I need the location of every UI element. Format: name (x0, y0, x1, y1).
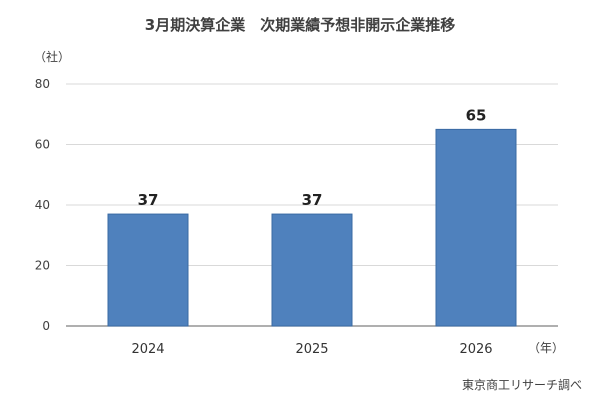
y-tick-label: 80 (35, 77, 50, 91)
data-label: 37 (302, 191, 323, 209)
data-labels: 37 37 65 (138, 106, 487, 209)
source-note: 東京商工リサーチ調べ (462, 378, 583, 392)
x-tick-label: 2026 (459, 342, 492, 357)
bars (107, 128, 517, 327)
y-tick-label: 20 (35, 259, 50, 273)
bar (107, 213, 189, 327)
chart-title: 3月期決算企業 次期業績予想非開示企業推移 (144, 16, 456, 34)
x-axis-categories: 2024 2025 2026 (131, 342, 492, 357)
y-axis-ticks: 0 20 40 60 80 (35, 77, 50, 333)
bar (271, 213, 353, 327)
bar (435, 128, 517, 327)
y-axis-unit: （社） (34, 50, 71, 64)
data-label: 65 (466, 106, 487, 124)
y-tick-label: 0 (42, 319, 50, 333)
x-axis-unit: （年） (528, 341, 565, 355)
x-tick-label: 2025 (295, 342, 328, 357)
y-tick-label: 40 (35, 198, 50, 212)
data-label: 37 (138, 191, 159, 209)
x-tick-label: 2024 (131, 342, 164, 357)
y-tick-label: 60 (35, 138, 50, 152)
